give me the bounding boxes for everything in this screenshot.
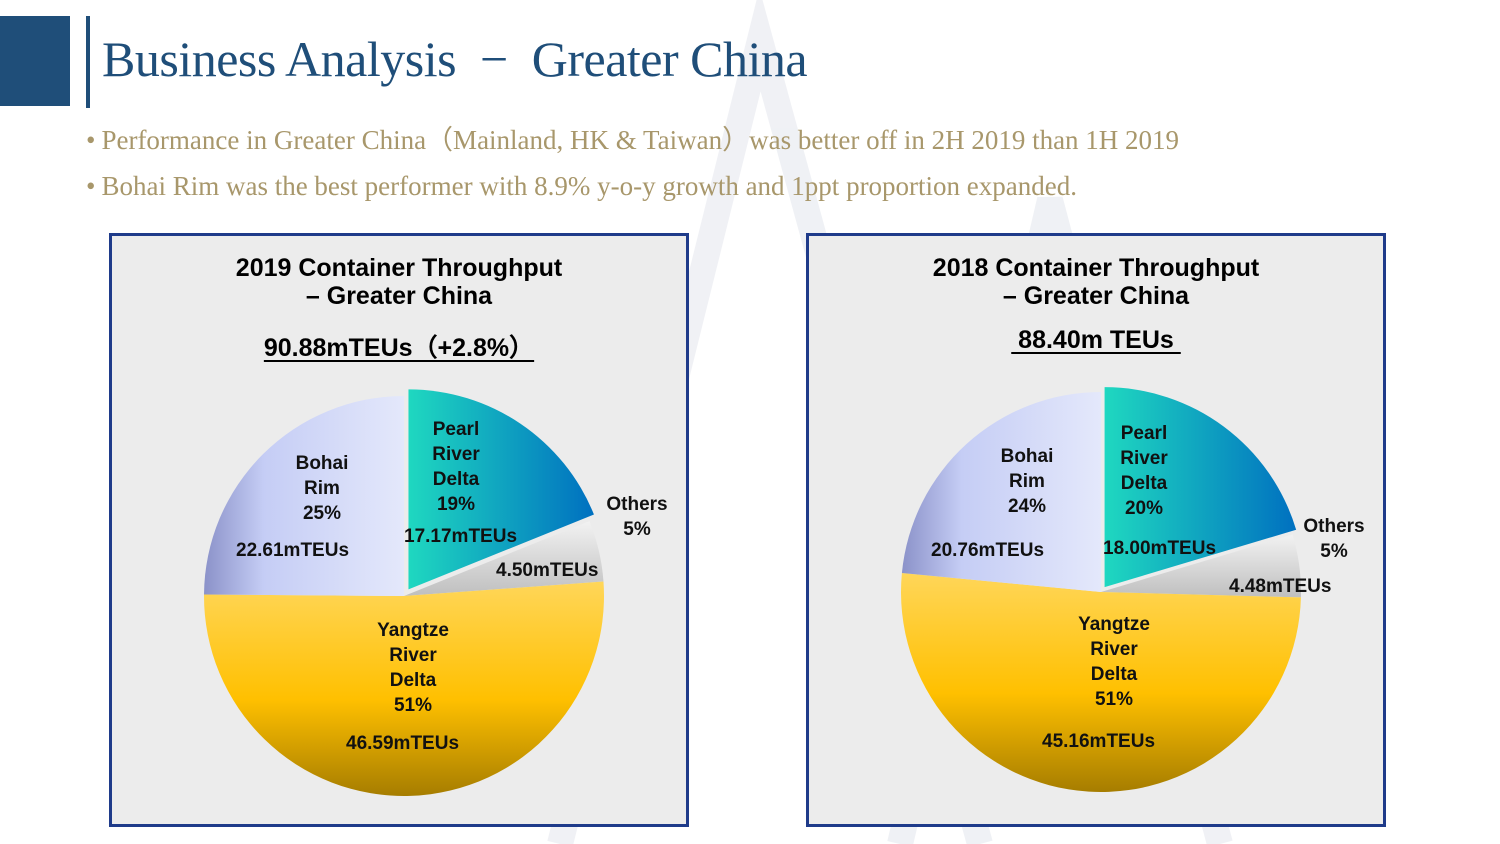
slice-label-bohai-rim: Bohai Rim 25% bbox=[295, 453, 349, 524]
slide-title: Business Analysis − Greater China bbox=[102, 31, 808, 87]
bullet-item: • Performance in Greater China（Mainland, … bbox=[86, 120, 1179, 166]
bullet-list: • Performance in Greater China（Mainland, … bbox=[86, 120, 1179, 212]
chart-title-line: – Greater China bbox=[305, 282, 493, 310]
bullet-text: Performance in Greater China（Mainland, H… bbox=[101, 125, 1180, 155]
value-label-pearl-river-delta: 18.00mTEUs bbox=[1103, 538, 1217, 559]
chart-panel-2018: 2018 Container Throughput – Greater Chin… bbox=[806, 233, 1386, 827]
slice-label-yangtze-river-delta: Yangtze River Delta 51% bbox=[1078, 614, 1150, 710]
value-label-others: 4.48mTEUs bbox=[1229, 576, 1332, 597]
title-accent-square bbox=[0, 16, 70, 106]
slice-label-others: Others 5% bbox=[606, 494, 668, 540]
title-accent-line bbox=[86, 16, 90, 108]
pie-slice-pearl-river-delta bbox=[1104, 387, 1297, 588]
bullet-text: Bohai Rim was the best performer with 8.… bbox=[101, 171, 1077, 201]
pie-chart-2018 bbox=[901, 387, 1301, 792]
slice-label-pearl-river-delta: Pearl River Delta 19% bbox=[432, 419, 480, 515]
chart-total-label: 88.40m TEUs bbox=[809, 326, 1383, 355]
bullet-dot: • bbox=[86, 125, 96, 155]
bullet-item: • Bohai Rim was the best performer with 8… bbox=[86, 166, 1179, 212]
slice-label-pearl-river-delta: Pearl River Delta 20% bbox=[1120, 423, 1168, 519]
value-label-yangtze-river-delta: 46.59mTEUs bbox=[346, 733, 460, 754]
chart-total-label: 90.88mTEUs（+2.8%） bbox=[112, 328, 686, 364]
pie-slice-others bbox=[404, 521, 604, 596]
pie-slice-pearl-river-delta bbox=[408, 389, 594, 590]
chart-title-line: 2018 Container Throughput bbox=[932, 254, 1260, 282]
chart-title-line: 2019 Container Throughput bbox=[235, 254, 563, 282]
pie-slice-yangtze-river-delta bbox=[204, 581, 604, 797]
slice-label-others: Others 5% bbox=[1303, 516, 1365, 562]
value-label-others: 4.50mTEUs bbox=[496, 560, 599, 581]
chart-panel-2019: 2019 Container Throughput – Greater Chin… bbox=[109, 233, 689, 827]
value-label-yangtze-river-delta: 45.16mTEUs bbox=[1042, 731, 1156, 752]
value-label-bohai-rim: 22.61mTEUs bbox=[236, 540, 350, 561]
bullet-dot: • bbox=[86, 171, 96, 201]
pie-chart-2019 bbox=[204, 389, 604, 797]
value-label-bohai-rim: 20.76mTEUs bbox=[931, 540, 1045, 561]
pie-slice-bohai-rim bbox=[204, 396, 404, 596]
slice-label-yangtze-river-delta: Yangtze River Delta 51% bbox=[377, 620, 449, 716]
chart-title-line: – Greater China bbox=[1002, 282, 1190, 310]
chart-total-text: 90.88mTEUs（+2.8%） bbox=[263, 334, 535, 362]
pie-slice-yangtze-river-delta bbox=[901, 572, 1301, 792]
pie-slice-bohai-rim bbox=[901, 392, 1101, 592]
pie-slice-others bbox=[1101, 534, 1301, 598]
slice-label-bohai-rim: Bohai Rim 24% bbox=[1000, 446, 1054, 517]
chart-total-text: 88.40m TEUs bbox=[1011, 326, 1181, 354]
value-label-pearl-river-delta: 17.17mTEUs bbox=[404, 526, 518, 547]
